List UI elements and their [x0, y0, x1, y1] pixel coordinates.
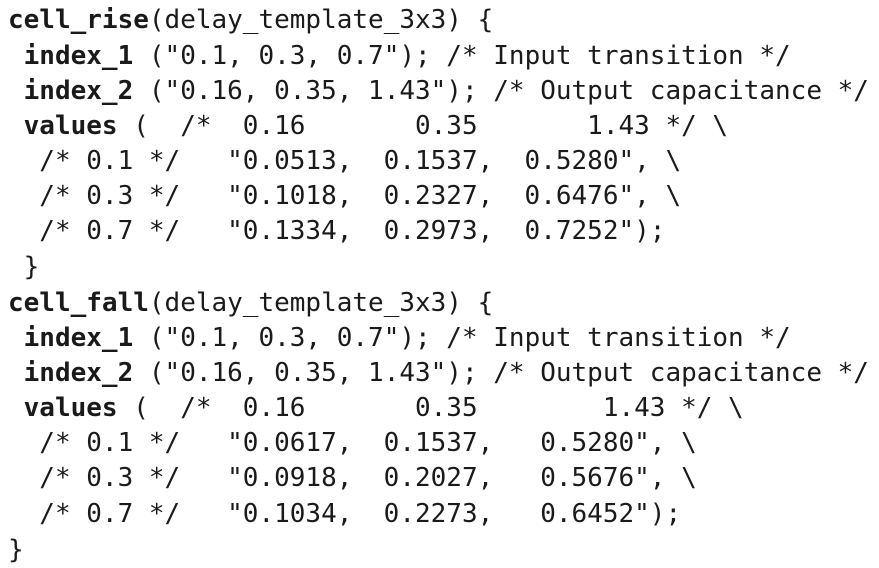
- cell-fall-template: (delay_template_3x3) {: [148, 288, 494, 318]
- cell-rise-close-brace: }: [8, 252, 40, 282]
- cell-rise-row-3: /* 0.7 */ "0.1334, 0.2973, 0.7252");: [8, 216, 666, 246]
- cell-fall-index1-values: ("0.1, 0.3, 0.7"); /* Input transition *…: [133, 323, 791, 353]
- cell-fall-row-3: /* 0.7 */ "0.1034, 0.2273, 0.6452");: [8, 499, 682, 529]
- cell-fall-keyword: cell_fall: [8, 288, 149, 318]
- cell-fall-close-brace: }: [8, 535, 24, 565]
- cell-rise-values-line: values ( /* 0.16 0.35 1.43 */ \: [8, 108, 728, 144]
- cell-fall-index1-keyword: index_1: [23, 323, 134, 353]
- cell-fall-values-keyword: values: [23, 393, 118, 423]
- cell-rise-template: (delay_template_3x3) {: [148, 5, 494, 35]
- cell-rise-row-2: /* 0.3 */ "0.1018, 0.2327, 0.6476", \: [8, 181, 682, 211]
- cell-rise-header: cell_rise(delay_template_3x3) {: [8, 2, 493, 38]
- cell-fall-header: cell_fall(delay_template_3x3) {: [8, 285, 493, 321]
- cell-rise-index1-values: ("0.1, 0.3, 0.7"); /* Input transition *…: [133, 41, 791, 71]
- cell-rise-row-1: /* 0.1 */ "0.0513, 0.1537, 0.5280", \: [8, 146, 682, 176]
- cell-fall-row-1: /* 0.1 */ "0.0617, 0.1537, 0.5280", \: [8, 428, 697, 458]
- cell-fall-values-header: ( /* 0.16 0.35 1.43 */ \: [117, 393, 744, 423]
- cell-fall-values-line: values ( /* 0.16 0.35 1.43 */ \: [8, 390, 744, 426]
- cell-fall-index1-line: index_1 ("0.1, 0.3, 0.7"); /* Input tran…: [8, 320, 791, 356]
- cell-rise-index2-line: index_2 ("0.16, 0.35, 1.43"); /* Output …: [8, 73, 869, 109]
- cell-fall-row-2: /* 0.3 */ "0.0918, 0.2027, 0.5676", \: [8, 463, 697, 493]
- cell-fall-index2-values: ("0.16, 0.35, 1.43"); /* Output capacita…: [133, 358, 869, 388]
- cell-rise-keyword: cell_rise: [8, 5, 149, 35]
- cell-fall-index2-keyword: index_2: [23, 358, 134, 388]
- cell-rise-values-keyword: values: [23, 111, 118, 141]
- cell-fall-index2-line: index_2 ("0.16, 0.35, 1.43"); /* Output …: [8, 355, 869, 391]
- cell-rise-index1-keyword: index_1: [23, 41, 134, 71]
- cell-rise-index2-values: ("0.16, 0.35, 1.43"); /* Output capacita…: [133, 76, 869, 106]
- cell-rise-values-header: ( /* 0.16 0.35 1.43 */ \: [117, 111, 729, 141]
- cell-rise-index2-keyword: index_2: [23, 76, 134, 106]
- cell-rise-index1-line: index_1 ("0.1, 0.3, 0.7"); /* Input tran…: [8, 38, 791, 74]
